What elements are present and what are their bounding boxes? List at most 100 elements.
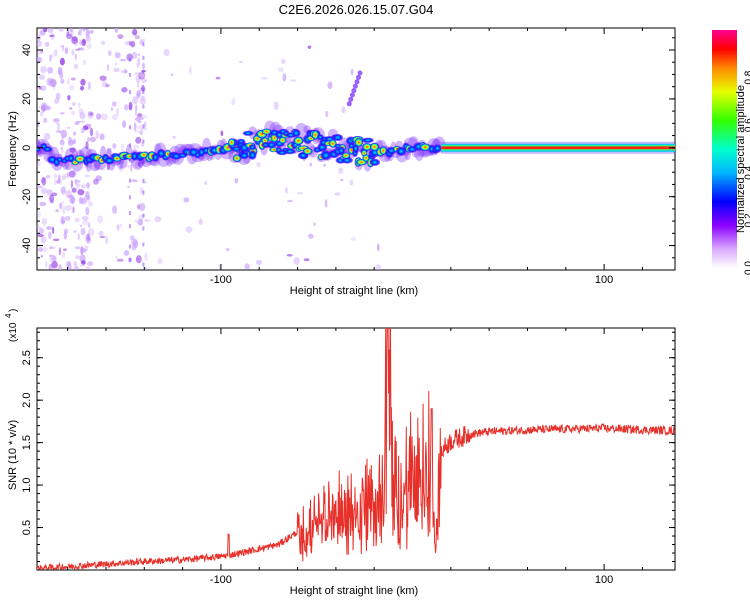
- x-tick-label: -100: [210, 274, 232, 286]
- trace-blob: [369, 158, 381, 166]
- noise-speck: [61, 251, 66, 259]
- noise-speck: [244, 263, 250, 270]
- noise-speck: [65, 204, 72, 211]
- noise-speck: [121, 143, 125, 152]
- noise-speck: [126, 53, 133, 62]
- colorbar-tick-label: 0.4: [744, 165, 750, 179]
- noise-speck: [48, 231, 52, 240]
- noise-speck: [133, 29, 137, 33]
- noise-speck: [119, 166, 124, 172]
- noise-speck: [303, 258, 310, 262]
- noise-speck: [79, 112, 86, 119]
- noise-streak: [142, 42, 145, 47]
- noise-speck: [87, 137, 91, 142]
- noise-speck: [38, 247, 43, 252]
- noise-speck: [53, 118, 60, 123]
- y-tick-label: 20: [21, 93, 33, 105]
- noise-streak: [142, 213, 145, 218]
- noise-streak: [129, 157, 131, 162]
- colorbar-tick-label: 0.0: [744, 261, 750, 275]
- noise-speck: [59, 202, 63, 210]
- noise-speck: [80, 224, 82, 228]
- noise-speck: [256, 259, 262, 266]
- noise-speck: [43, 132, 51, 141]
- noise-speck: [50, 246, 56, 250]
- noise-speck: [60, 129, 68, 139]
- noise-speck: [130, 163, 133, 173]
- noise-speck: [106, 64, 110, 71]
- noise-speck: [58, 264, 62, 270]
- noise-speck: [84, 174, 90, 177]
- noise-speck: [37, 138, 41, 148]
- noise-speck: [79, 120, 86, 123]
- noise-speck: [377, 243, 380, 252]
- noise-speck: [141, 84, 145, 92]
- noise-speck: [55, 180, 61, 183]
- spectrogram-noise: [37, 28, 381, 270]
- noise-speck: [85, 234, 91, 242]
- noise-speck: [41, 217, 47, 226]
- noise-streak: [129, 73, 131, 77]
- noise-speck: [60, 186, 66, 195]
- noise-speck: [74, 217, 80, 223]
- noise-speck: [134, 116, 142, 122]
- noise-speck: [73, 131, 76, 136]
- noise-speck: [142, 62, 145, 70]
- y-tick-label: 1.5: [21, 435, 33, 450]
- noise-streak: [142, 262, 145, 267]
- noise-speck: [61, 44, 65, 52]
- noise-speck: [293, 257, 300, 265]
- noise-streak: [142, 178, 145, 183]
- noise-speck: [136, 89, 142, 97]
- noise-speck: [52, 238, 60, 242]
- noise-speck: [81, 28, 88, 31]
- noise-speck: [49, 194, 55, 203]
- noise-speck: [99, 134, 105, 141]
- x-tick-label: 100: [595, 274, 613, 286]
- noise-speck: [85, 141, 89, 150]
- noise-streak: [129, 143, 131, 148]
- noise-speck: [144, 219, 151, 222]
- noise-speck: [86, 182, 91, 189]
- noise-streak: [142, 226, 145, 231]
- noise-speck: [52, 226, 55, 234]
- colorbar-label: Normalized spectral amplitude: [735, 85, 747, 233]
- trace-blob: [419, 143, 431, 151]
- noise-speck: [124, 68, 128, 74]
- noise-speck: [45, 260, 48, 268]
- noise-speck: [77, 233, 80, 241]
- noise-speck: [69, 84, 75, 91]
- noise-speck: [133, 130, 140, 133]
- noise-speck: [334, 192, 341, 196]
- noise-speck: [86, 123, 93, 127]
- noise-speck: [204, 181, 207, 185]
- trace-blob: [433, 144, 442, 153]
- noise-speck: [75, 255, 80, 260]
- trace-blob: [332, 133, 344, 142]
- noise-speck: [95, 175, 102, 182]
- noise-speck: [225, 247, 230, 252]
- noise-speck: [189, 66, 192, 75]
- noise-speck: [105, 236, 109, 245]
- noise-speck: [78, 148, 83, 157]
- noise-speck: [70, 179, 73, 189]
- noise-speck: [282, 73, 287, 82]
- noise-speck: [79, 197, 87, 205]
- noise-speck: [132, 28, 138, 36]
- noise-speck: [130, 179, 138, 182]
- spectrogram-panel: -100 100 40 20 0 -20 -40 Height of straight li…: [7, 27, 676, 297]
- noise-speck: [47, 28, 54, 34]
- noise-speck: [37, 233, 44, 238]
- noise-speck: [87, 232, 90, 241]
- noise-speck: [124, 104, 129, 111]
- noise-speck: [72, 206, 75, 214]
- noise-speck: [87, 81, 91, 91]
- noise-speck: [139, 129, 143, 136]
- noise-speck: [46, 189, 53, 196]
- noise-speck: [144, 267, 147, 270]
- noise-speck: [133, 122, 137, 131]
- noise-speck: [113, 68, 120, 73]
- noise-speck: [324, 199, 328, 208]
- noise-speck: [89, 29, 94, 34]
- noise-speck: [53, 173, 58, 179]
